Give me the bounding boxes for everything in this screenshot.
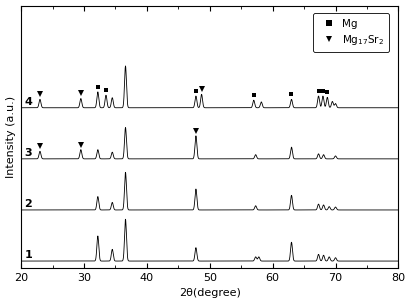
Text: 4: 4 — [24, 97, 32, 107]
Text: 1: 1 — [24, 250, 32, 260]
Legend: Mg, Mg$_{17}$Sr$_{2}$: Mg, Mg$_{17}$Sr$_{2}$ — [313, 13, 389, 52]
Text: 2: 2 — [24, 199, 32, 209]
X-axis label: 2θ(degree): 2θ(degree) — [179, 288, 241, 299]
Y-axis label: Intensity (a.u.): Intensity (a.u.) — [6, 96, 16, 178]
Text: 3: 3 — [24, 148, 32, 158]
